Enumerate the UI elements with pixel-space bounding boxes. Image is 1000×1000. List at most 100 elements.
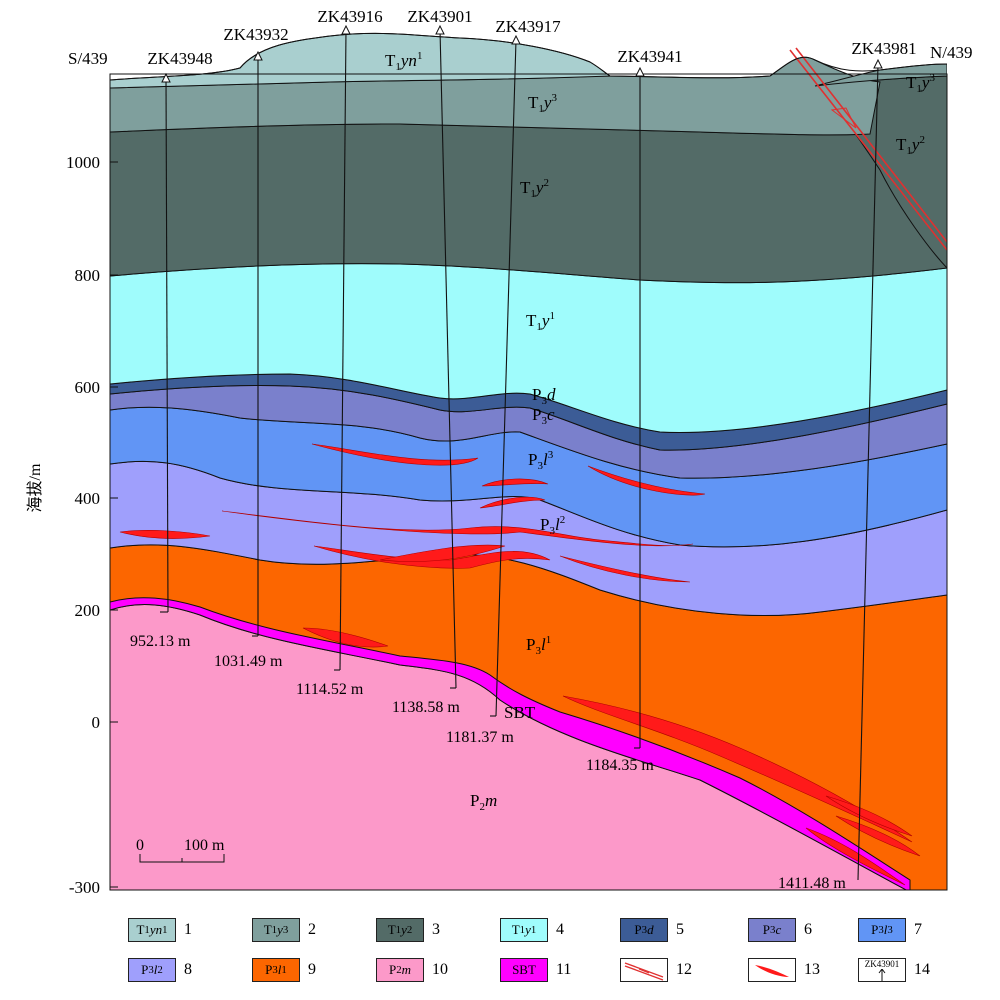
legend-item-13: 13 xyxy=(748,957,820,983)
orebody xyxy=(311,443,479,466)
orebody xyxy=(825,795,913,837)
borehole-name: ZK43917 xyxy=(495,17,561,36)
borehole-name: ZK43948 xyxy=(147,49,212,68)
borehole-symbol-icon xyxy=(878,969,886,981)
legend-swatch-ore xyxy=(748,958,796,982)
scale-bar: 0 100 m xyxy=(136,837,225,863)
y-tick-label: 1000 xyxy=(66,153,100,172)
orebody xyxy=(302,627,389,648)
y-tick-label: 600 xyxy=(75,378,101,397)
ore-bodies xyxy=(119,443,921,886)
legend-swatch: SBT xyxy=(500,958,548,982)
orebody xyxy=(479,496,546,509)
legend-swatch-fault xyxy=(620,958,668,982)
legend-number: 7 xyxy=(914,921,922,938)
borehole-depth: 1031.49 m xyxy=(214,653,283,670)
borehole-depth: 1114.52 m xyxy=(296,681,364,698)
section-end-left: S/439 xyxy=(68,49,108,68)
fault-symbol-icon xyxy=(624,962,664,981)
legend-number: 5 xyxy=(676,921,684,938)
borehole-zk43901 xyxy=(439,29,457,689)
label-t1y2-east: T1y2 xyxy=(896,134,925,157)
borehole-lines xyxy=(165,29,879,881)
borehole-depth: 1184.35 m xyxy=(586,757,654,774)
label-t1yn1: T1yn1 xyxy=(385,50,422,73)
borehole-depth: 952.13 m xyxy=(130,633,191,650)
borehole-depth: 1411.48 m xyxy=(778,875,846,892)
y-tick-label: 200 xyxy=(75,601,101,620)
orebody xyxy=(587,465,706,496)
fault-arrow xyxy=(830,107,857,129)
orebody xyxy=(562,695,913,843)
label-t1y2: T1y2 xyxy=(520,177,549,200)
orebody-symbol-icon xyxy=(755,965,789,977)
borehole-name: ZK43981 xyxy=(851,39,916,58)
legend-item-12: 12 xyxy=(620,957,692,983)
borehole-zk43917 xyxy=(495,39,517,717)
y-axis-label: 海拔/m xyxy=(26,463,44,512)
legend-number: 1 xyxy=(184,921,192,938)
label-t1y1: T1y1 xyxy=(526,310,555,333)
y-tick-label: 0 xyxy=(92,713,101,732)
borehole-depths: 952.13 m 1031.49 m 1114.52 m 1138.58 m 1… xyxy=(130,633,846,892)
orebody xyxy=(221,510,694,547)
legend-number: 9 xyxy=(308,961,316,978)
y-tick-label: -300 xyxy=(69,878,100,897)
legend-number: 2 xyxy=(308,921,316,938)
label-sbt: SBT xyxy=(504,703,536,722)
layer-t1y2 xyxy=(110,123,947,284)
y-tick-labels: 1000 800 600 400 200 0 -300 xyxy=(66,153,100,897)
legend-number: 6 xyxy=(804,921,812,938)
orebody xyxy=(379,544,506,562)
plot-frame xyxy=(109,73,948,891)
borehole-depth: 1138.58 m xyxy=(392,699,460,716)
legend-item-14: ZK43901 14 xyxy=(858,957,930,983)
legend-number: 14 xyxy=(914,961,930,978)
borehole-markers xyxy=(161,24,883,83)
layer-labels: T1yn1 T1y3 T1y3 T1y2 T1y2 T1y1 P3d P3c P… xyxy=(385,50,935,813)
fault-line xyxy=(789,47,947,251)
legend-borehole-label: ZK43901 xyxy=(864,959,900,969)
legend-number: 3 xyxy=(432,921,440,938)
borehole-zk43948 xyxy=(165,77,169,613)
label-p3l3: P3l3 xyxy=(528,449,554,472)
terrain-outline xyxy=(109,32,948,81)
geological-cross-section: 1000 800 600 400 200 0 -300 海拔/m S/439 N… xyxy=(26,7,973,897)
orebody xyxy=(481,478,549,487)
layer-p2m xyxy=(110,604,907,890)
legend-number: 11 xyxy=(556,961,572,978)
y-axis xyxy=(110,161,118,888)
y-tick-label: 400 xyxy=(75,489,101,508)
borehole-labels: ZK43948 ZK43932 ZK43916 ZK43901 ZK43917 … xyxy=(147,7,916,68)
legend-number: 8 xyxy=(184,961,192,978)
borehole-zk43916 xyxy=(339,29,347,671)
label-p3l1: P3l1 xyxy=(526,634,551,657)
orebody xyxy=(119,530,211,539)
borehole-name: ZK43941 xyxy=(617,47,682,66)
borehole-name: ZK43901 xyxy=(407,7,472,26)
layer-sbt xyxy=(110,597,911,890)
borehole-ticks xyxy=(160,611,640,749)
label-p3c: P3c xyxy=(532,405,555,427)
scale-zero: 0 xyxy=(136,837,144,854)
label-t1y3: T1y3 xyxy=(528,92,557,115)
label-p3d: P3d xyxy=(532,385,556,407)
orebody xyxy=(559,555,691,583)
legend-swatch-borehole: ZK43901 xyxy=(858,958,906,982)
legend-item-11: SBT 11 xyxy=(500,957,571,983)
